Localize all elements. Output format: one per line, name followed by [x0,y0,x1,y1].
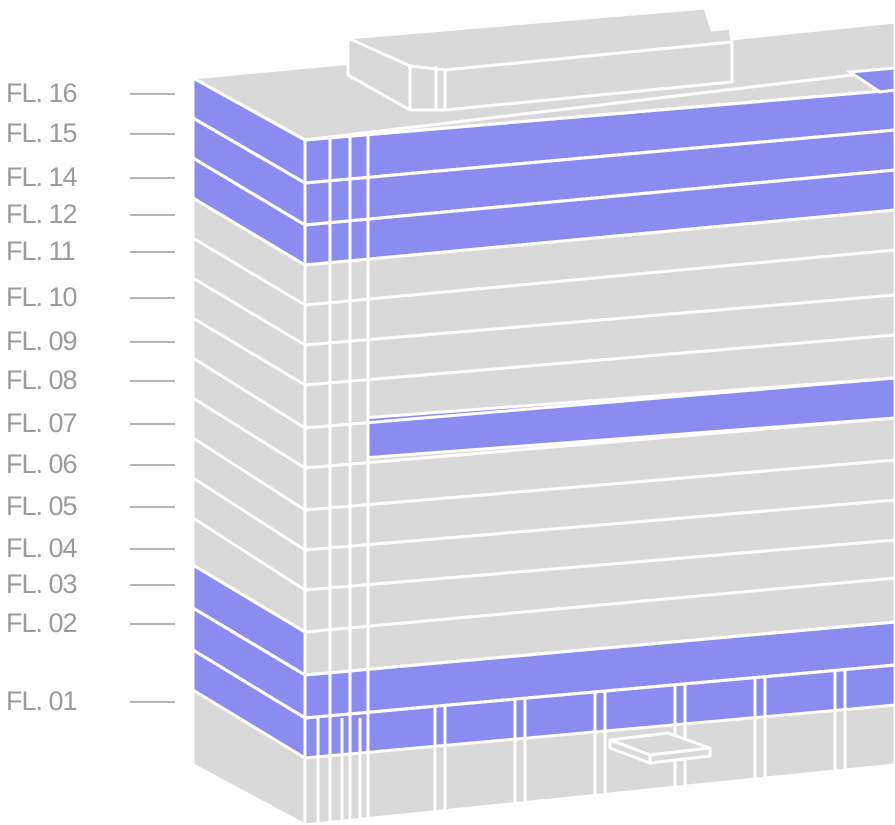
entrance-canopy [608,731,712,765]
floor-label-fl-01[interactable]: FL. 01 [6,686,78,716]
floor-label-fl-03[interactable]: FL. 03 [6,569,78,599]
floor-line-fl-10 [192,276,895,347]
floor-line-fl-08 [192,356,895,430]
floor-line-fl-09 [192,316,895,387]
floor-line-fl-16 [192,76,895,142]
floor-label-fl-07[interactable]: FL. 07 [6,408,78,438]
floor-label-fl-09[interactable]: FL. 09 [6,326,78,356]
floor-label-fl-12[interactable]: FL. 12 [6,199,78,229]
floor-label-fl-14[interactable]: FL. 14 [6,162,79,192]
floor-line-fl-14 [192,156,895,227]
penthouse-left [346,36,412,112]
floor-label-fl-06[interactable]: FL. 06 [6,449,78,479]
floor-label-fl-16[interactable]: FL. 16 [6,78,78,108]
building [191,6,895,825]
floor-label-fl-08[interactable]: FL. 08 [6,365,78,395]
floor-label-fl-04[interactable]: FL. 04 [6,533,79,563]
rooftop-penthouse [346,6,734,112]
facade-lines [192,76,895,825]
floor-line-fl-01 [192,648,895,720]
floor-line-fl-11 [192,236,895,307]
floor-label-fl-15[interactable]: FL. 15 [6,118,78,148]
floor-label-fl-10[interactable]: FL. 10 [6,282,78,312]
floor-label-fl-02[interactable]: FL. 02 [6,608,78,638]
floor-line-fl-06 [192,436,895,512]
floor-label-fl-05[interactable]: FL. 05 [6,491,78,521]
floor-line-fl-07 [192,396,895,470]
floor-line-fl-15 [192,116,895,185]
penthouse-side [443,40,734,112]
floor-labels: FL. 16 FL. 15 FL. 14 FL. 12 FL. 11 FL. 10 FL. … [6,78,175,716]
floor-label-fl-11[interactable]: FL. 11 [6,236,76,266]
floor-line-fl-05 [192,476,895,552]
floor-line-fl-02 [192,606,895,677]
floor-line-fl-03 [192,563,895,634]
penthouse-front [408,64,447,112]
roof-corner-band [845,66,895,94]
building-base-line [192,763,895,825]
floor-line-fl-04 [192,516,895,592]
canopy-side [608,738,652,765]
floor-line-fl-12 [192,196,895,267]
